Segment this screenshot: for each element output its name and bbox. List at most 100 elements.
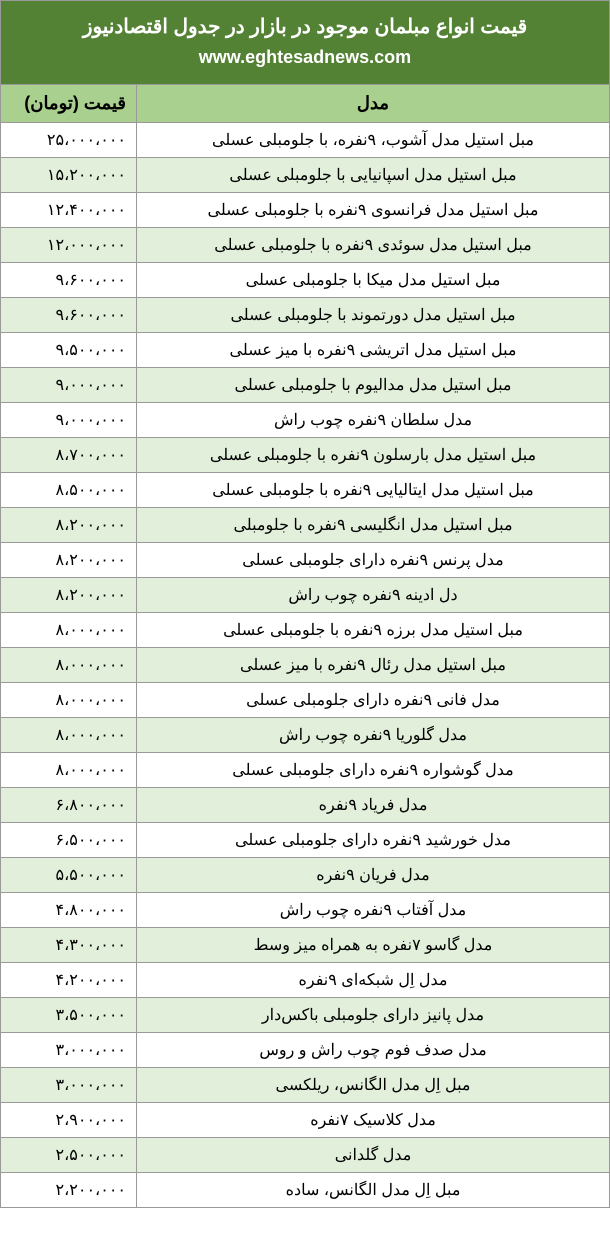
- cell-model: مبل اِل مدل الگانس، ساده: [136, 1173, 609, 1207]
- table-header: قیمت انواع مبلمان موجود در بازار در جدول…: [1, 1, 609, 85]
- table-row: مبل اِل مدل الگانس، ساده۲،۲۰۰،۰۰۰: [1, 1173, 609, 1207]
- cell-price: ۲،۵۰۰،۰۰۰: [1, 1138, 136, 1172]
- cell-model: مبل استیل مدل فرانسوی ۹نفره با جلومبلی ع…: [136, 193, 609, 227]
- table-row: مبل استیل مدل اسپانیایی با جلومبلی عسلی۱…: [1, 158, 609, 193]
- cell-model: مبل استیل مدل برزه ۹نفره با جلومبلی عسلی: [136, 613, 609, 647]
- cell-model: مبل استیل مدل میکا با جلومبلی عسلی: [136, 263, 609, 297]
- cell-model: مبل استیل مدل دورتموند با جلومبلی عسلی: [136, 298, 609, 332]
- table-row: مبل استیل مدل سوئدی ۹نفره با جلومبلی عسل…: [1, 228, 609, 263]
- cell-model: مدل گوشواره ۹نفره دارای جلومبلی عسلی: [136, 753, 609, 787]
- table-row: مدل گلدانی۲،۵۰۰،۰۰۰: [1, 1138, 609, 1173]
- cell-price: ۲،۲۰۰،۰۰۰: [1, 1173, 136, 1207]
- cell-price: ۳،۰۰۰،۰۰۰: [1, 1068, 136, 1102]
- table-row: مبل استیل مدل ایتالیایی ۹نفره با جلومبلی…: [1, 473, 609, 508]
- cell-price: ۸،۰۰۰،۰۰۰: [1, 648, 136, 682]
- table-row: مبل استیل مدل آشوب، ۹نفره، با جلومبلی عس…: [1, 123, 609, 158]
- cell-price: ۸،۰۰۰،۰۰۰: [1, 683, 136, 717]
- cell-price: ۱۵،۲۰۰،۰۰۰: [1, 158, 136, 192]
- cell-price: ۸،۵۰۰،۰۰۰: [1, 473, 136, 507]
- cell-model: مبل استیل مدل انگلیسی ۹نفره با جلومبلی: [136, 508, 609, 542]
- table-row: دل ادینه ۹نفره چوب راش۸،۲۰۰،۰۰۰: [1, 578, 609, 613]
- table-row: مبل استیل مدل اتریشی ۹نفره با میز عسلی۹،…: [1, 333, 609, 368]
- table-row: مبل استیل مدل دورتموند با جلومبلی عسلی۹،…: [1, 298, 609, 333]
- table-row: مدل سلطان ۹نفره چوب راش۹،۰۰۰،۰۰۰: [1, 403, 609, 438]
- table-row: مدل خورشید ۹نفره دارای جلومبلی عسلی۶،۵۰۰…: [1, 823, 609, 858]
- table-row: مدل پرنس ۹نفره دارای جلومبلی عسلی۸،۲۰۰،۰…: [1, 543, 609, 578]
- header-url: www.eghtesadnews.com: [7, 43, 603, 72]
- cell-model: مبل استیل مدل بارسلون ۹نفره با جلومبلی ع…: [136, 438, 609, 472]
- cell-price: ۵،۵۰۰،۰۰۰: [1, 858, 136, 892]
- cell-model: مدل سلطان ۹نفره چوب راش: [136, 403, 609, 437]
- table-row: مبل استیل مدل برزه ۹نفره با جلومبلی عسلی…: [1, 613, 609, 648]
- cell-price: ۸،۲۰۰،۰۰۰: [1, 508, 136, 542]
- cell-model: مبل استیل مدل رئال ۹نفره با میز عسلی: [136, 648, 609, 682]
- cell-model: مدل فانی ۹نفره دارای جلومبلی عسلی: [136, 683, 609, 717]
- table-row: مدل اِل شبکه‌ای ۹نفره۴،۲۰۰،۰۰۰: [1, 963, 609, 998]
- cell-model: مدل گلوریا ۹نفره چوب راش: [136, 718, 609, 752]
- cell-model: مبل استیل مدل آشوب، ۹نفره، با جلومبلی عس…: [136, 123, 609, 157]
- rows-container: مبل استیل مدل آشوب، ۹نفره، با جلومبلی عس…: [1, 123, 609, 1207]
- cell-model: مدل اِل شبکه‌ای ۹نفره: [136, 963, 609, 997]
- table-row: مدل پانیز دارای جلومبلی باکس‌دار۳،۵۰۰،۰۰…: [1, 998, 609, 1033]
- cell-model: مبل استیل مدل اسپانیایی با جلومبلی عسلی: [136, 158, 609, 192]
- cell-price: ۲،۹۰۰،۰۰۰: [1, 1103, 136, 1137]
- cell-price: ۴،۲۰۰،۰۰۰: [1, 963, 136, 997]
- table-row: مبل استیل مدل مدالیوم با جلومبلی عسلی۹،۰…: [1, 368, 609, 403]
- cell-price: ۹،۵۰۰،۰۰۰: [1, 333, 136, 367]
- cell-price: ۸،۰۰۰،۰۰۰: [1, 718, 136, 752]
- cell-model: مبل استیل مدل ایتالیایی ۹نفره با جلومبلی…: [136, 473, 609, 507]
- table-row: مدل کلاسیک ۷نفره۲،۹۰۰،۰۰۰: [1, 1103, 609, 1138]
- cell-price: ۹،۶۰۰،۰۰۰: [1, 298, 136, 332]
- cell-model: مدل گلدانی: [136, 1138, 609, 1172]
- cell-price: ۲۵،۰۰۰،۰۰۰: [1, 123, 136, 157]
- cell-model: مدل فریاد ۹نفره: [136, 788, 609, 822]
- cell-model: مدل پانیز دارای جلومبلی باکس‌دار: [136, 998, 609, 1032]
- cell-price: ۳،۵۰۰،۰۰۰: [1, 998, 136, 1032]
- cell-model: دل ادینه ۹نفره چوب راش: [136, 578, 609, 612]
- table-row: مدل فریاد ۹نفره۶،۸۰۰،۰۰۰: [1, 788, 609, 823]
- cell-price: ۶،۵۰۰،۰۰۰: [1, 823, 136, 857]
- table-row: مدل گاسو ۷نفره به همراه میز وسط۴،۳۰۰،۰۰۰: [1, 928, 609, 963]
- cell-price: ۶،۸۰۰،۰۰۰: [1, 788, 136, 822]
- table-row: مبل استیل مدل انگلیسی ۹نفره با جلومبلی۸،…: [1, 508, 609, 543]
- table-row: مدل صدف فوم چوب راش و روس۳،۰۰۰،۰۰۰: [1, 1033, 609, 1068]
- table-row: مبل استیل مدل رئال ۹نفره با میز عسلی۸،۰۰…: [1, 648, 609, 683]
- cell-price: ۱۲،۰۰۰،۰۰۰: [1, 228, 136, 262]
- cell-model: مبل استیل مدل مدالیوم با جلومبلی عسلی: [136, 368, 609, 402]
- cell-price: ۸،۲۰۰،۰۰۰: [1, 578, 136, 612]
- cell-model: مبل استیل مدل سوئدی ۹نفره با جلومبلی عسل…: [136, 228, 609, 262]
- table-row: مبل اِل مدل الگانس، ریلکسی۳،۰۰۰،۰۰۰: [1, 1068, 609, 1103]
- col-header-model: مدل: [136, 85, 609, 122]
- cell-price: ۹،۶۰۰،۰۰۰: [1, 263, 136, 297]
- cell-price: ۸،۰۰۰،۰۰۰: [1, 753, 136, 787]
- table-row: مدل گوشواره ۹نفره دارای جلومبلی عسلی۸،۰۰…: [1, 753, 609, 788]
- cell-model: مدل پرنس ۹نفره دارای جلومبلی عسلی: [136, 543, 609, 577]
- table-row: مدل آفتاب ۹نفره چوب راش۴،۸۰۰،۰۰۰: [1, 893, 609, 928]
- cell-model: مدل فریان ۹نفره: [136, 858, 609, 892]
- table-row: مبل استیل مدل میکا با جلومبلی عسلی۹،۶۰۰،…: [1, 263, 609, 298]
- cell-price: ۳،۰۰۰،۰۰۰: [1, 1033, 136, 1067]
- table-row: مدل فانی ۹نفره دارای جلومبلی عسلی۸،۰۰۰،۰…: [1, 683, 609, 718]
- cell-price: ۹،۰۰۰،۰۰۰: [1, 368, 136, 402]
- cell-model: مدل کلاسیک ۷نفره: [136, 1103, 609, 1137]
- column-headers: مدل قیمت (تومان): [1, 85, 609, 123]
- cell-price: ۸،۰۰۰،۰۰۰: [1, 613, 136, 647]
- cell-model: مدل خورشید ۹نفره دارای جلومبلی عسلی: [136, 823, 609, 857]
- cell-price: ۸،۲۰۰،۰۰۰: [1, 543, 136, 577]
- cell-price: ۱۲،۴۰۰،۰۰۰: [1, 193, 136, 227]
- cell-model: مبل استیل مدل اتریشی ۹نفره با میز عسلی: [136, 333, 609, 367]
- header-title: قیمت انواع مبلمان موجود در بازار در جدول…: [7, 11, 603, 43]
- cell-model: مدل آفتاب ۹نفره چوب راش: [136, 893, 609, 927]
- cell-price: ۴،۸۰۰،۰۰۰: [1, 893, 136, 927]
- cell-price: ۹،۰۰۰،۰۰۰: [1, 403, 136, 437]
- price-table: قیمت انواع مبلمان موجود در بازار در جدول…: [0, 0, 610, 1208]
- cell-model: مدل صدف فوم چوب راش و روس: [136, 1033, 609, 1067]
- cell-price: ۸،۷۰۰،۰۰۰: [1, 438, 136, 472]
- table-row: مدل گلوریا ۹نفره چوب راش۸،۰۰۰،۰۰۰: [1, 718, 609, 753]
- table-row: مبل استیل مدل بارسلون ۹نفره با جلومبلی ع…: [1, 438, 609, 473]
- cell-price: ۴،۳۰۰،۰۰۰: [1, 928, 136, 962]
- cell-model: مدل گاسو ۷نفره به همراه میز وسط: [136, 928, 609, 962]
- table-row: مدل فریان ۹نفره۵،۵۰۰،۰۰۰: [1, 858, 609, 893]
- col-header-price: قیمت (تومان): [1, 85, 136, 122]
- table-row: مبل استیل مدل فرانسوی ۹نفره با جلومبلی ع…: [1, 193, 609, 228]
